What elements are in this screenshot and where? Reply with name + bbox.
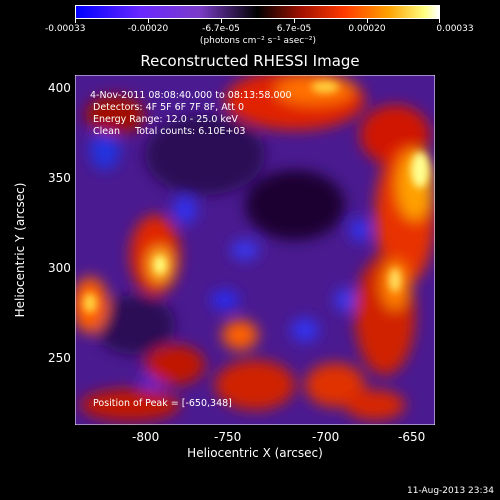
colorbar-tickmark	[75, 19, 76, 23]
rhessi-image	[75, 75, 435, 425]
y-axis-label: Heliocentric Y (arcsec)	[13, 182, 27, 318]
colorbar-unit: (photons cm⁻² s⁻¹ asec⁻²)	[199, 36, 317, 46]
colorbar-tick-label: -6.7e-05	[202, 24, 240, 34]
timestamp: 11-Aug-2013 23:34	[406, 486, 494, 496]
colorbar-tick-label: 6.7e-05	[276, 24, 312, 34]
annotation-energy: Energy Range: 12.0 - 25.0 keV	[93, 114, 238, 125]
colorbar	[75, 5, 440, 19]
annotation-detectors: Detectors: 4F 5F 6F 7F 8F, Att 0	[93, 102, 245, 113]
x-axis-label: Heliocentric X (arcsec)	[187, 446, 323, 460]
colorbar-tickmark	[367, 19, 368, 23]
colorbar-tick-label: 0.00033	[436, 24, 474, 34]
colorbar-tick-label: 0.00020	[348, 24, 386, 34]
colorbar-tickmark	[148, 19, 149, 23]
plot-title: Reconstructed RHESSI Image	[140, 52, 360, 70]
y-tick-label: 400	[48, 81, 71, 95]
x-tick-label: -800	[132, 430, 160, 444]
y-tick-label: 300	[48, 261, 71, 275]
colorbar-tick-label: -0.00033	[45, 24, 86, 34]
x-tick-label: -650	[398, 430, 426, 444]
x-tick-label: -700	[312, 430, 340, 444]
x-tick-label: -750	[214, 430, 242, 444]
colorbar-tickmark	[221, 19, 222, 23]
annotation-peak: Position of Peak = [-650,348]	[93, 398, 232, 409]
y-tick-label: 350	[48, 171, 71, 185]
y-tick-label: 250	[48, 351, 71, 365]
annotation-clean: Clean Total counts: 6.10E+03	[93, 126, 246, 137]
colorbar-tickmark	[294, 19, 295, 23]
colorbar-tickmark	[439, 19, 440, 23]
colorbar-tick-label: -0.00020	[127, 24, 169, 34]
annotation-time: 4-Nov-2011 08:08:40.000 to 08:13:58.000	[90, 90, 292, 101]
